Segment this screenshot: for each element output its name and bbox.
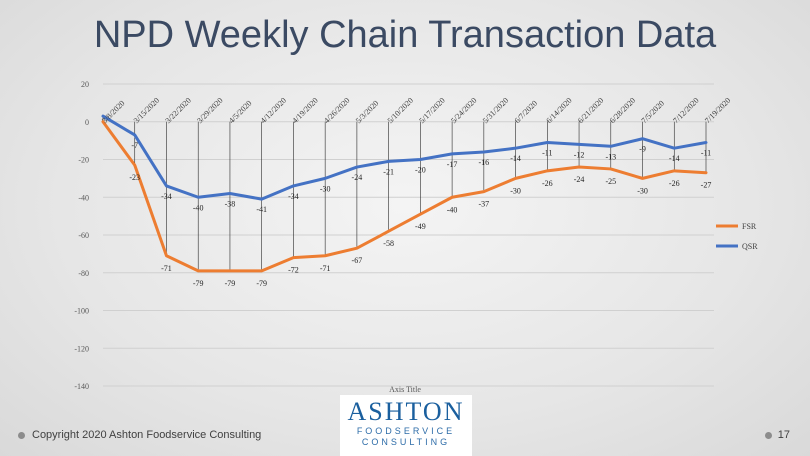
data-label: -17 [447, 160, 458, 169]
data-label: -71 [161, 264, 172, 273]
data-label: -37 [479, 200, 490, 209]
data-label: -11 [542, 149, 552, 158]
data-label: -71 [320, 264, 331, 273]
data-label: -26 [669, 179, 680, 188]
data-label: -25 [605, 177, 616, 186]
series-line-qsr [101, 114, 708, 201]
data-label: -21 [383, 167, 394, 176]
data-label: -58 [383, 239, 394, 248]
y-tick-label: 20 [81, 80, 89, 89]
x-tick-label: 7/19/2020 [703, 96, 732, 125]
data-label: -12 [574, 150, 585, 159]
legend-label: QSR [742, 242, 758, 251]
x-tick-label: 4/26/2020 [322, 96, 351, 125]
y-tick-label: -140 [74, 382, 89, 391]
data-label: -16 [479, 158, 490, 167]
ashton-logo: ASHTON FOODSERVICE CONSULTING [340, 395, 472, 456]
slide-title: NPD Weekly Chain Transaction Data [93, 14, 717, 56]
data-label: -79 [225, 279, 236, 288]
x-axis-ticks: 3/8/2020 3/15/2020 3/22/2020 3/29/2020 4/5/2… [100, 96, 732, 125]
data-label: -27 [701, 181, 712, 190]
footer-page: 17 [764, 429, 790, 441]
data-label: -40 [447, 205, 458, 214]
x-tick-label: 6/28/2020 [608, 96, 637, 125]
x-tick-label: 3/29/2020 [195, 96, 224, 125]
y-tick-label: -40 [78, 193, 89, 202]
data-label: -30 [637, 186, 648, 195]
x-tick-label: 6/7/2020 [513, 99, 539, 125]
bullet-icon [18, 431, 25, 439]
x-tick-label: 5/17/2020 [417, 96, 446, 125]
data-label: -30 [510, 186, 521, 195]
data-label: -24 [352, 173, 363, 182]
series-lines [101, 114, 708, 273]
data-label: -24 [574, 175, 585, 184]
data-label: -11 [701, 149, 711, 158]
x-tick-label: 3/15/2020 [132, 96, 161, 125]
logo-wordmark: ASHTON [347, 397, 465, 426]
logo-tagline-2: CONSULTING [361, 437, 451, 447]
x-tick-label: 4/5/2020 [227, 99, 253, 125]
y-tick-label: -80 [78, 269, 89, 278]
data-label: -79 [256, 279, 267, 288]
drop-lines [102, 116, 707, 271]
data-label: -14 [669, 154, 680, 163]
data-label: -49 [415, 222, 426, 231]
data-labels: -23 -71 -79 -79 -79 -72 -71 -67 -58 -49 -40 -37 -30 -… [129, 141, 711, 288]
bullet-icon [764, 431, 772, 439]
data-label: -38 [225, 199, 236, 208]
data-label: -41 [256, 205, 267, 214]
x-tick-label: 6/21/2020 [576, 96, 605, 125]
data-label: -26 [542, 179, 553, 188]
y-tick-label: -20 [78, 156, 89, 165]
gridlines [103, 83, 714, 387]
data-label: -67 [352, 256, 363, 265]
data-label: -13 [605, 152, 616, 161]
data-label: -30 [320, 184, 331, 193]
legend: FSR QSR [716, 222, 758, 251]
legend-label: FSR [742, 222, 757, 231]
logo-tagline-1: FOODSERVICE [356, 426, 456, 436]
x-tick-label: 5/24/2020 [449, 96, 478, 125]
y-axis-ticks: 20 0 -20 -40 -60 -80 -100 -120 -140 [74, 80, 89, 391]
y-tick-label: 0 [85, 118, 89, 127]
y-tick-label: -100 [74, 307, 89, 316]
data-label: -34 [288, 192, 299, 201]
x-tick-label: 6/14/2020 [544, 96, 573, 125]
data-label: -34 [161, 192, 172, 201]
x-tick-label: 7/12/2020 [671, 96, 700, 125]
data-label: -72 [288, 266, 299, 275]
data-label: -79 [193, 279, 204, 288]
series-line-fsr [101, 120, 708, 273]
data-label: -20 [415, 166, 426, 175]
copyright-text: Copyright 2020 Ashton Foodservice Consul… [32, 429, 262, 441]
x-tick-label: 3/22/2020 [164, 96, 193, 125]
data-label: -23 [129, 173, 140, 182]
y-tick-label: -60 [78, 231, 89, 240]
x-tick-label: 4/19/2020 [290, 96, 319, 125]
data-label: -7 [131, 141, 138, 150]
x-axis-title: Axis Title [389, 385, 421, 394]
x-tick-label: 5/31/2020 [481, 96, 510, 125]
page-number: 17 [777, 429, 790, 441]
x-tick-label: 4/12/2020 [259, 96, 288, 125]
x-tick-label: 7/5/2020 [640, 99, 666, 125]
data-label: -14 [510, 154, 521, 163]
footer-copyright: Copyright 2020 Ashton Foodservice Consul… [18, 429, 261, 441]
data-label: -40 [193, 203, 204, 212]
data-label: -9 [639, 145, 646, 154]
x-tick-label: 5/10/2020 [386, 96, 415, 125]
x-tick-label: 5/3/2020 [354, 99, 380, 125]
y-tick-label: -120 [74, 344, 89, 353]
